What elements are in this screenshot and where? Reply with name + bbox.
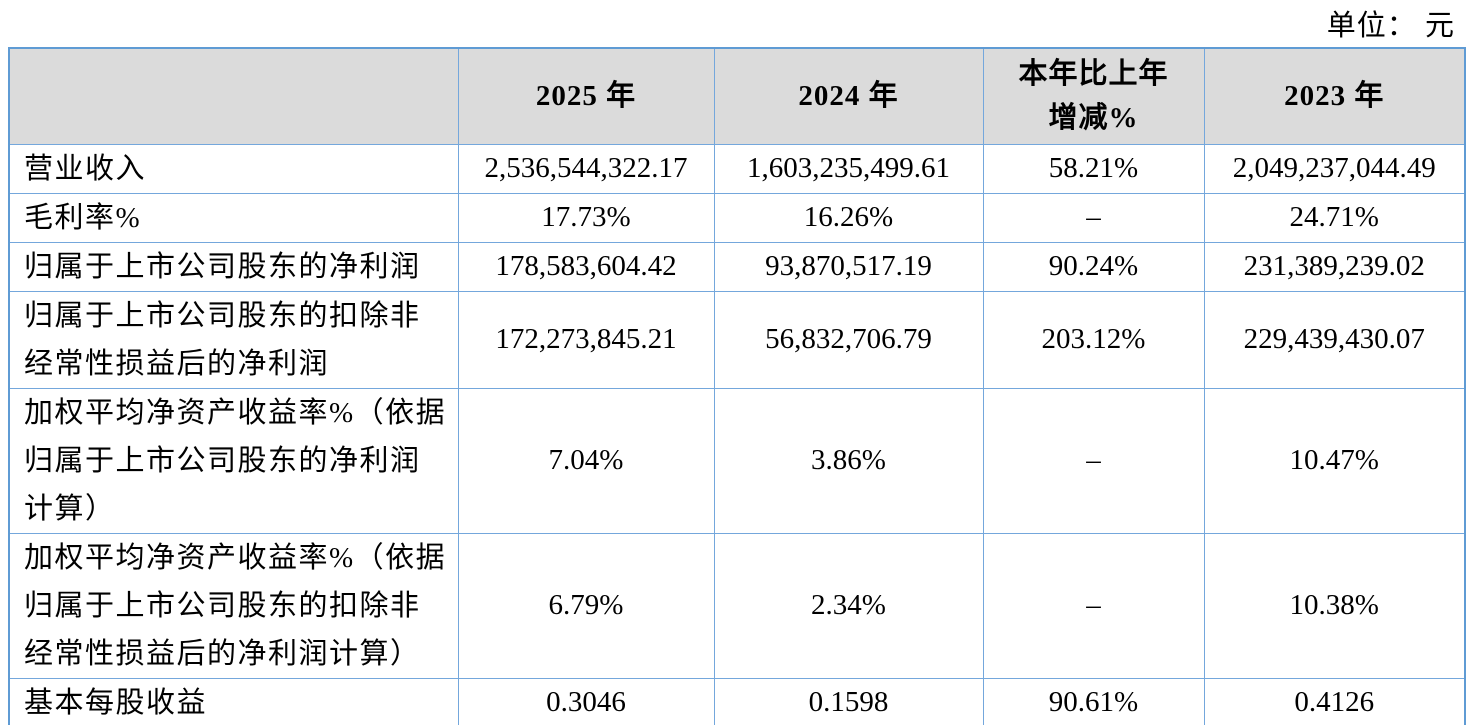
row-label: 加权平均净资产收益率%（依据 归属于上市公司股东的扣除非 经常性损益后的净利润计…: [8, 532, 459, 679]
header-2024-label: 2024 年: [798, 80, 899, 113]
cell-2024: 16.26%: [713, 192, 984, 243]
financial-summary-table: 2025 年 2024 年 本年比上年 增减% 2023 年 营业收入 2,53…: [8, 47, 1466, 725]
header-2023-label: 2023 年: [1284, 80, 1385, 113]
cell-2023: 24.71%: [1203, 192, 1466, 243]
header-change-cell: 本年比上年 增减%: [982, 47, 1205, 145]
header-2025-cell: 2025 年: [457, 47, 715, 145]
cell-2024: 56,832,706.79: [713, 290, 984, 389]
cell-change: –: [982, 532, 1205, 679]
cell-2024: 1,603,235,499.61: [713, 143, 984, 194]
cell-2025: 2,536,544,322.17: [457, 143, 715, 194]
cell-change: 58.21%: [982, 143, 1205, 194]
row-label: 归属于上市公司股东的扣除非 经常性损益后的净利润: [8, 290, 459, 389]
header-metric-cell: [8, 47, 459, 145]
row-label: 加权平均净资产收益率%（依据 归属于上市公司股东的净利润 计算）: [8, 387, 459, 534]
cell-2025: 6.79%: [457, 532, 715, 679]
cell-change: 203.12%: [982, 290, 1205, 389]
cell-2024: 93,870,517.19: [713, 241, 984, 292]
cell-change: 90.61%: [982, 677, 1205, 725]
row-label: 基本每股收益: [8, 677, 459, 725]
cell-2023: 0.4126: [1203, 677, 1466, 725]
cell-2025: 7.04%: [457, 387, 715, 534]
cell-2025: 172,273,845.21: [457, 290, 715, 389]
cell-2025: 17.73%: [457, 192, 715, 243]
cell-2024: 3.86%: [713, 387, 984, 534]
cell-2024: 0.1598: [713, 677, 984, 725]
table-row-net-profit: 归属于上市公司股东的净利润 178,583,604.42 93,870,517.…: [8, 241, 1466, 292]
unit-label: 单位： 元: [1326, 10, 1455, 42]
cell-2023: 2,049,237,044.49: [1203, 143, 1466, 194]
table-header-row: 2025 年 2024 年 本年比上年 增减% 2023 年: [8, 47, 1466, 145]
table-row-weighted-roe: 加权平均净资产收益率%（依据 归属于上市公司股东的净利润 计算） 7.04% 3…: [8, 387, 1466, 534]
cell-change: –: [982, 192, 1205, 243]
table-row-basic-eps: 基本每股收益 0.3046 0.1598 90.61% 0.4126: [8, 677, 1466, 725]
cell-2025: 0.3046: [457, 677, 715, 725]
cell-change: 90.24%: [982, 241, 1205, 292]
cell-2023: 229,439,430.07: [1203, 290, 1466, 389]
cell-2023: 10.38%: [1203, 532, 1466, 679]
header-change-label: 本年比上年 增减%: [1018, 58, 1169, 135]
table-row-net-profit-deducted: 归属于上市公司股东的扣除非 经常性损益后的净利润 172,273,845.21 …: [8, 290, 1466, 389]
cell-change: –: [982, 387, 1205, 534]
table-row-operating-revenue: 营业收入 2,536,544,322.17 1,603,235,499.61 5…: [8, 143, 1466, 194]
header-2023-cell: 2023 年: [1203, 47, 1466, 145]
cell-2024: 2.34%: [713, 532, 984, 679]
row-label: 营业收入: [8, 143, 459, 194]
cell-2023: 231,389,239.02: [1203, 241, 1466, 292]
table-row-weighted-roe-deducted: 加权平均净资产收益率%（依据 归属于上市公司股东的扣除非 经常性损益后的净利润计…: [8, 532, 1466, 679]
row-label: 归属于上市公司股东的净利润: [8, 241, 459, 292]
cell-2023: 10.47%: [1203, 387, 1466, 534]
header-2025-label: 2025 年: [535, 80, 637, 113]
row-label: 毛利率%: [8, 192, 459, 243]
header-2024-cell: 2024 年: [713, 47, 984, 145]
cell-2025: 178,583,604.42: [457, 241, 715, 292]
table-row-gross-margin: 毛利率% 17.73% 16.26% – 24.71%: [8, 192, 1466, 243]
